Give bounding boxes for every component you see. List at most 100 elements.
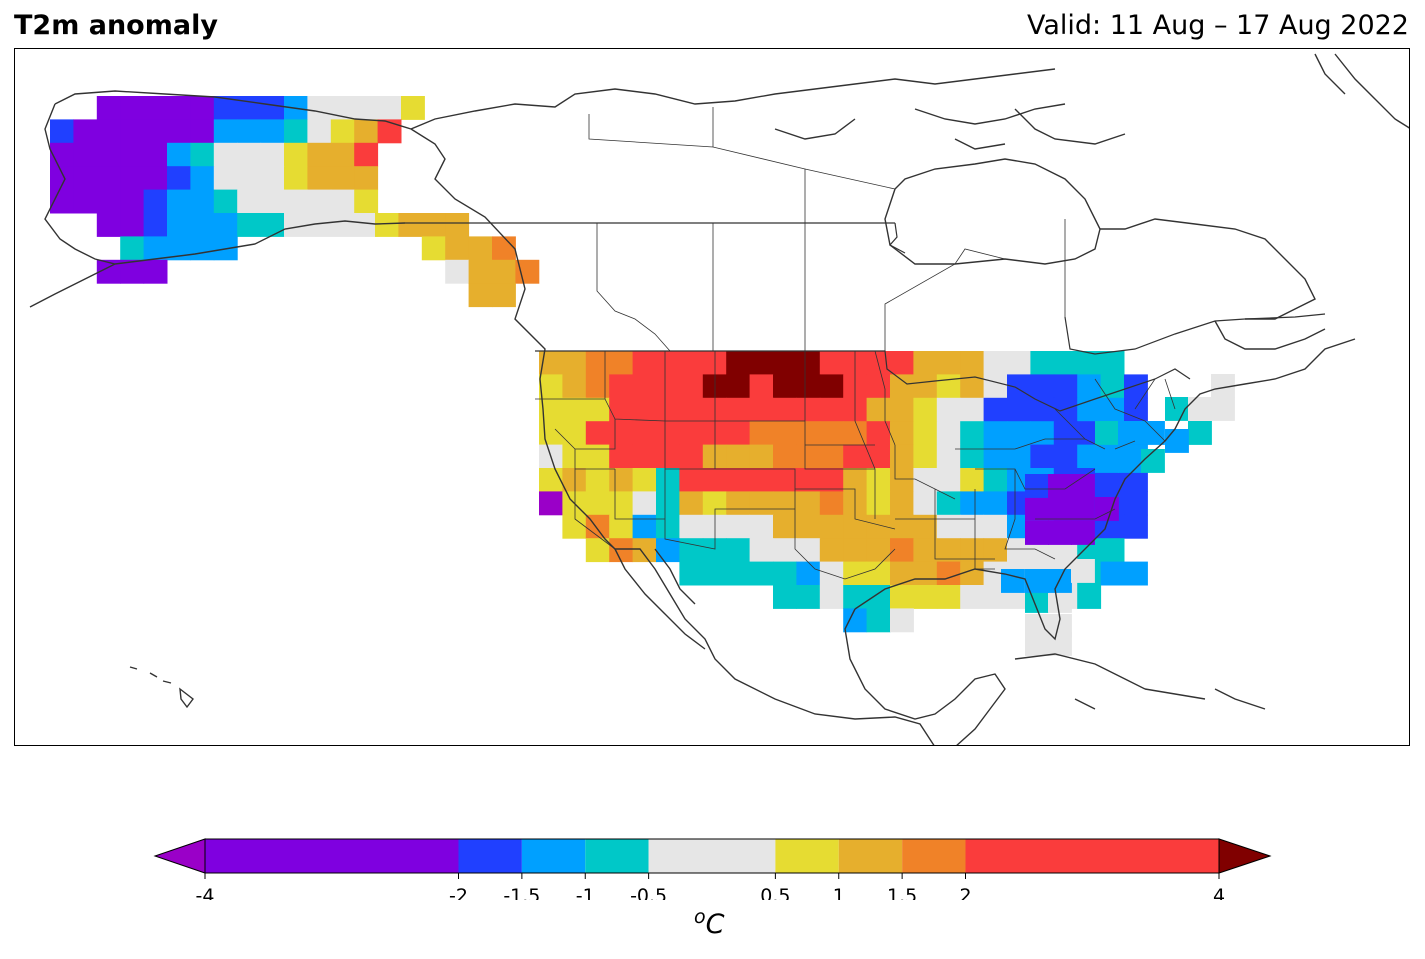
anomaly-cell: [421, 236, 446, 261]
anomaly-cell: [1007, 351, 1031, 375]
anomaly-cell: [656, 374, 680, 399]
anomaly-cell: [890, 468, 914, 492]
anomaly-cell: [190, 119, 215, 144]
anomaly-cell: [1071, 497, 1095, 521]
anomaly-cell: [773, 351, 797, 375]
anomaly-cell: [120, 189, 145, 214]
anomaly-cell: [609, 491, 634, 516]
colorbar-tick-label: -1.5: [503, 885, 540, 900]
anomaly-cell: [890, 397, 914, 422]
anomaly-cell: [1211, 374, 1235, 398]
colorbar-segment: [902, 839, 966, 873]
anomaly-cell: [143, 236, 168, 261]
anomaly-cell: [190, 213, 215, 237]
anomaly-cell: [656, 514, 680, 539]
anomaly-cell: [632, 421, 657, 446]
anomaly-cell: [843, 561, 868, 586]
anomaly-cell: [120, 259, 145, 284]
anomaly-cell: [773, 397, 797, 422]
anomaly-cell: [377, 119, 402, 144]
anomaly-cell: [983, 468, 1008, 492]
colorbar-segment: [775, 839, 839, 873]
anomaly-cell: [632, 538, 657, 563]
map-canvas: [29, 53, 1409, 745]
anomaly-cell: [539, 468, 563, 492]
unit-superscript: o: [694, 906, 706, 928]
anomaly-cell: [307, 166, 332, 191]
anomaly-cell: [632, 397, 657, 422]
anomaly-cell: [726, 491, 751, 516]
anomaly-cell: [1007, 444, 1031, 469]
colorbar-tick-label: -4: [196, 885, 215, 900]
anomaly-cell: [749, 468, 774, 492]
anomaly-cell: [726, 468, 751, 492]
colorbar-segment: [521, 839, 586, 873]
anomaly-cell: [190, 142, 215, 167]
anomaly-cell: [936, 351, 961, 375]
anomaly-cell: [749, 538, 774, 563]
anomaly-cell: [1030, 444, 1055, 469]
anomaly-cell: [585, 538, 610, 563]
coastline-alaska: [29, 90, 412, 308]
anomaly-cell: [120, 119, 145, 144]
anomaly-cell: [190, 96, 215, 120]
coastline-caribbean: [1014, 653, 1266, 710]
anomaly-cell: [354, 166, 379, 191]
anomaly-cell: [1071, 521, 1095, 545]
anomaly-cell: [1100, 561, 1125, 586]
anomaly-cell: [632, 468, 657, 492]
coastline-arctic: [410, 68, 1126, 150]
anomaly-cell: [96, 142, 121, 167]
anomaly-cell: [1165, 397, 1189, 421]
anomaly-cell: [960, 421, 985, 446]
anomaly-cell: [843, 468, 868, 492]
anomaly-cell: [726, 561, 751, 586]
anomaly-cell: [913, 491, 938, 516]
anomaly-cell: [796, 491, 821, 516]
anomaly-cell: [330, 166, 355, 191]
anomaly-cell: [330, 96, 355, 120]
anomaly-cell: [866, 374, 891, 399]
anomaly-cell: [890, 608, 914, 633]
anomaly-cell: [73, 189, 98, 214]
anomaly-cell: [562, 468, 587, 492]
anomaly-cell: [1025, 569, 1049, 593]
anomaly-cell: [702, 561, 727, 586]
anomaly-cell: [749, 491, 774, 516]
boundary-lines: [29, 53, 1409, 745]
anomaly-cell: [260, 142, 285, 167]
colorbar-unit: oC: [694, 906, 724, 940]
anomaly-grid: [50, 96, 1235, 656]
anomaly-cell: [796, 538, 821, 563]
anomaly-cell: [726, 374, 751, 399]
anomaly-cell: [375, 213, 399, 237]
anomaly-cell: [1100, 468, 1125, 492]
coastline-hudson: [884, 158, 1101, 265]
anomaly-cell: [260, 96, 285, 120]
anomaly-cell: [1048, 474, 1072, 498]
anomaly-cell: [960, 491, 985, 516]
anomaly-cell: [96, 189, 121, 214]
anomaly-cell: [983, 397, 1008, 422]
anomaly-cell: [679, 444, 704, 469]
anomaly-cell: [562, 351, 587, 375]
anomaly-cell: [213, 189, 238, 214]
anomaly-cell: [656, 351, 680, 375]
anomaly-cell: [1077, 585, 1102, 609]
anomaly-cell: [143, 259, 168, 284]
anomaly-cell: [213, 96, 238, 120]
anomaly-cell: [1095, 421, 1119, 445]
anomaly-cell: [330, 189, 355, 214]
anomaly-cell: [936, 374, 961, 399]
anomaly-cell: [913, 444, 938, 469]
anomaly-cell: [796, 421, 821, 446]
anomaly-cell: [330, 213, 355, 237]
anomaly-cell: [50, 166, 74, 191]
anomaly-cell: [656, 444, 680, 469]
anomaly-cell: [796, 374, 821, 399]
anomaly-cell: [609, 421, 634, 446]
colorbar-graphic: -4 -2 -1.5 -1 -0.5 0.5 1 1.5 2 4: [153, 838, 1272, 907]
anomaly-cell: [819, 421, 844, 446]
anomaly-cell: [1030, 397, 1055, 422]
anomaly-cell: [237, 142, 262, 167]
